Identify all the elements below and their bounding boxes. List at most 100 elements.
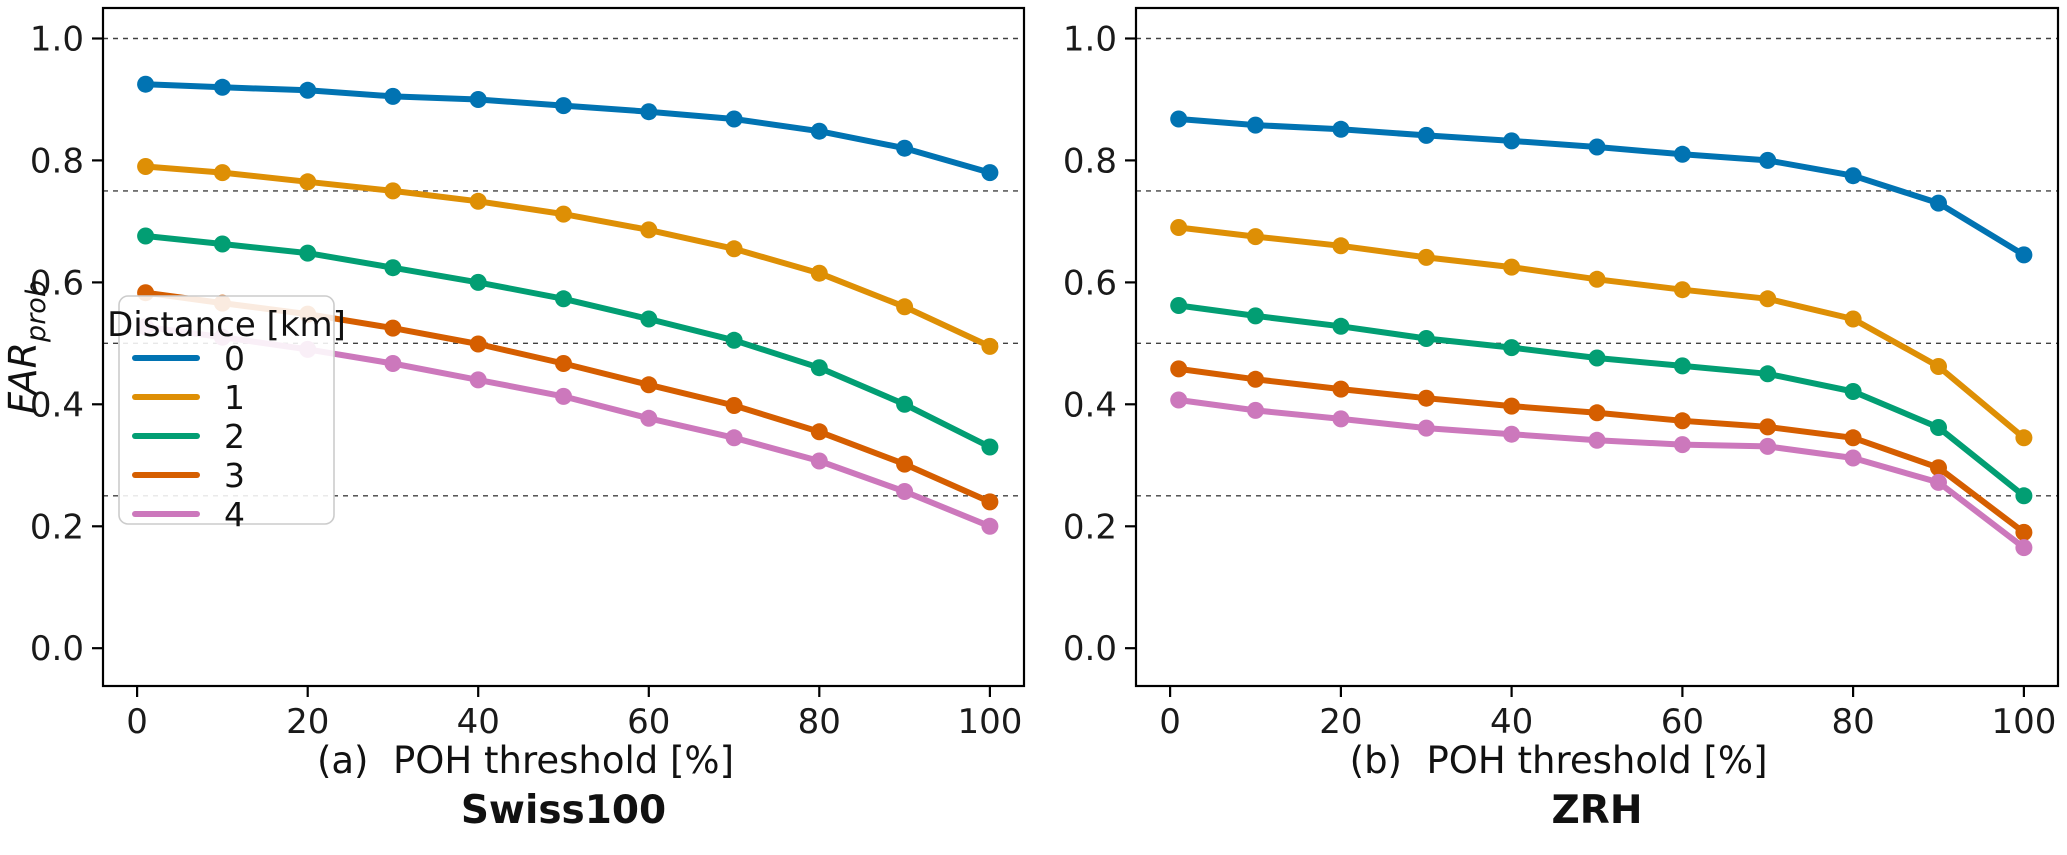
series-marker-distance-4 bbox=[1588, 431, 1606, 449]
legend-title: Distance [km] bbox=[107, 305, 346, 345]
series-marker-distance-3 bbox=[1844, 429, 1862, 447]
series-marker-distance-2 bbox=[1417, 330, 1435, 347]
x-tick-label: 40 bbox=[457, 702, 500, 742]
series-marker-distance-2 bbox=[213, 235, 231, 253]
series-marker-distance-1 bbox=[725, 240, 743, 258]
series-marker-distance-1 bbox=[1247, 228, 1264, 246]
x-tick-label: 100 bbox=[1991, 702, 2056, 742]
series-marker-distance-1 bbox=[640, 221, 658, 239]
series-marker-distance-1 bbox=[810, 264, 828, 282]
series-marker-distance-1 bbox=[213, 164, 231, 182]
x-tick-label: 60 bbox=[1661, 702, 1704, 742]
series-line-distance-0 bbox=[1175, 116, 2027, 258]
series-line-distance-2 bbox=[1175, 302, 2027, 499]
series-marker-distance-3 bbox=[1247, 370, 1264, 388]
y-tick-label: 0.6 bbox=[30, 263, 84, 303]
series-line-distance-4 bbox=[1175, 397, 2027, 551]
x-tick-label: 80 bbox=[798, 702, 841, 742]
series-marker-distance-2 bbox=[1247, 307, 1264, 325]
series-marker-distance-1 bbox=[1930, 358, 1947, 375]
series-marker-distance-0 bbox=[1417, 126, 1435, 144]
series-marker-distance-0 bbox=[1673, 145, 1691, 163]
series-marker-distance-2 bbox=[1332, 317, 1350, 335]
series-marker-distance-4 bbox=[1759, 437, 1777, 455]
y-tick-label: 0.0 bbox=[1063, 629, 1117, 669]
series-marker-distance-4 bbox=[555, 387, 572, 405]
series-marker-distance-2 bbox=[1170, 297, 1188, 314]
series-marker-distance-0 bbox=[384, 87, 402, 105]
x-tick-label: 100 bbox=[957, 702, 1022, 742]
series-marker-distance-2 bbox=[469, 273, 487, 291]
series-marker-distance-3 bbox=[1673, 412, 1691, 430]
panel-label: (b) bbox=[1350, 739, 1402, 782]
y-tick-label: 0.8 bbox=[1063, 141, 1117, 181]
series-marker-distance-0 bbox=[725, 110, 743, 128]
x-tick-label: 20 bbox=[1319, 702, 1362, 742]
legend-entry-label: 1 bbox=[224, 378, 245, 417]
series-marker-distance-0 bbox=[1930, 194, 1947, 212]
series-line-distance-3 bbox=[1175, 365, 2027, 536]
series-marker-distance-3 bbox=[981, 493, 999, 511]
series-marker-distance-3 bbox=[1588, 404, 1606, 422]
series-marker-distance-2 bbox=[1588, 349, 1606, 367]
panel-title: ZRH bbox=[1552, 788, 1643, 833]
series-marker-distance-2 bbox=[137, 227, 155, 245]
series-line-distance-0 bbox=[142, 81, 993, 176]
series-marker-distance-4 bbox=[981, 517, 999, 535]
series-marker-distance-2 bbox=[2015, 487, 2033, 505]
series-marker-distance-0 bbox=[1588, 138, 1606, 156]
panel-title: Swiss100 bbox=[461, 788, 666, 833]
series-marker-distance-2 bbox=[1759, 365, 1777, 383]
legend-entry-label: 2 bbox=[224, 417, 245, 456]
series-marker-distance-3 bbox=[1759, 418, 1777, 436]
y-tick-label: 0.4 bbox=[30, 385, 84, 425]
x-axis-label: POH threshold [%] bbox=[393, 739, 734, 782]
series-marker-distance-2 bbox=[1673, 357, 1691, 375]
series-marker-distance-0 bbox=[1247, 116, 1264, 134]
y-tick-label: 0.6 bbox=[1063, 263, 1117, 303]
x-tick-label: 80 bbox=[1831, 702, 1874, 742]
series-marker-distance-3 bbox=[1417, 389, 1435, 407]
series-marker-distance-4 bbox=[896, 483, 914, 500]
legend-entry-label: 3 bbox=[224, 456, 245, 495]
x-tick-label: 20 bbox=[286, 702, 329, 742]
series-marker-distance-4 bbox=[1673, 436, 1691, 454]
series-marker-distance-4 bbox=[1844, 449, 1862, 467]
y-tick-label: 1.0 bbox=[30, 20, 84, 60]
series-marker-distance-3 bbox=[1332, 380, 1350, 398]
series-marker-distance-1 bbox=[555, 205, 572, 223]
x-axis-label: POH threshold [%] bbox=[1426, 739, 1767, 782]
series-marker-distance-3 bbox=[725, 397, 743, 414]
series-marker-distance-3 bbox=[810, 423, 828, 441]
series-marker-distance-1 bbox=[1503, 258, 1521, 276]
y-tick-label: 0.8 bbox=[30, 141, 84, 181]
series-marker-distance-1 bbox=[384, 182, 402, 200]
series-marker-distance-2 bbox=[725, 331, 743, 349]
series-marker-distance-3 bbox=[1170, 360, 1188, 378]
series-marker-distance-4 bbox=[1417, 419, 1435, 437]
series-marker-distance-4 bbox=[1170, 391, 1188, 409]
series-marker-distance-3 bbox=[2015, 523, 2033, 541]
series-marker-distance-2 bbox=[981, 438, 999, 456]
series-marker-distance-1 bbox=[469, 192, 487, 210]
series-marker-distance-1 bbox=[2015, 429, 2033, 447]
series-marker-distance-2 bbox=[810, 359, 828, 377]
series-marker-distance-1 bbox=[1759, 290, 1777, 308]
series-marker-distance-0 bbox=[1170, 110, 1188, 128]
series-marker-distance-2 bbox=[299, 244, 317, 262]
series-marker-distance-4 bbox=[1930, 473, 1947, 491]
y-tick-label: 0.0 bbox=[30, 629, 84, 669]
chart-panel-zrh: 0 20 40 60 80 100 0.0 0.2 0.4 0.6 0.8 1.0 POH thresh… bbox=[1063, 6, 2060, 833]
series-marker-distance-2 bbox=[896, 395, 914, 413]
series-marker-distance-0 bbox=[1332, 120, 1350, 138]
series-marker-distance-1 bbox=[1170, 219, 1188, 236]
series-marker-distance-0 bbox=[555, 97, 572, 115]
series-marker-distance-1 bbox=[137, 158, 155, 175]
series-marker-distance-0 bbox=[299, 81, 317, 99]
series-marker-distance-0 bbox=[2015, 246, 2033, 264]
series-marker-distance-1 bbox=[1417, 248, 1435, 266]
series-marker-distance-3 bbox=[555, 355, 572, 372]
series-marker-distance-4 bbox=[640, 409, 658, 427]
